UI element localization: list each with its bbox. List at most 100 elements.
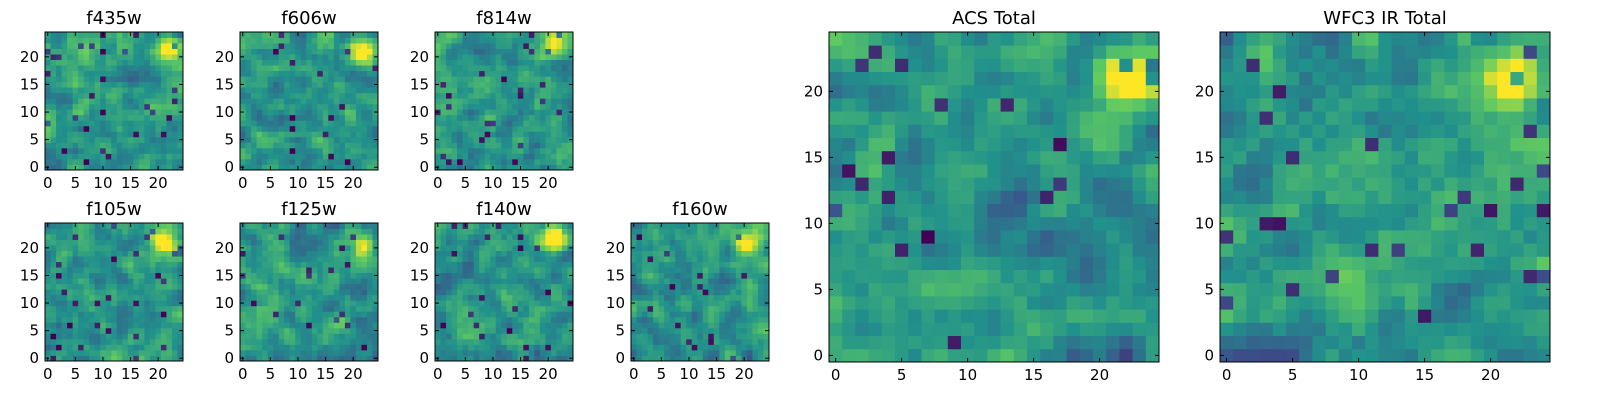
heatmap-cell	[111, 153, 118, 160]
heatmap-cell	[56, 81, 62, 88]
heatmap-cell	[267, 43, 274, 49]
heatmap-cell	[256, 158, 263, 165]
heatmap-cell	[361, 98, 368, 105]
heatmap-cell	[166, 164, 173, 171]
heatmap-cell	[664, 355, 671, 362]
heatmap-cell	[61, 142, 68, 149]
heatmap-cell	[289, 311, 296, 318]
heatmap-cell	[435, 322, 441, 329]
heatmap-cell	[100, 289, 107, 296]
heatmap-cell	[484, 267, 491, 274]
heatmap-cell	[100, 87, 107, 94]
heatmap-cell	[72, 136, 79, 143]
heatmap-cell	[561, 239, 568, 246]
heatmap-cell	[61, 147, 68, 154]
heatmap-cell	[361, 120, 368, 127]
panel-title-f814w: f814w	[476, 8, 531, 29]
heatmap-cell	[89, 305, 96, 312]
heatmap-cell	[567, 147, 574, 154]
heatmap-cell	[446, 344, 452, 351]
heatmap-cell	[67, 158, 73, 165]
heatmap-cell	[366, 153, 373, 160]
heatmap-cell	[89, 250, 96, 257]
heatmap-cell	[273, 234, 280, 240]
heatmap-cell	[72, 142, 79, 149]
heatmap-cell	[160, 98, 167, 105]
heatmap-cell	[523, 261, 530, 268]
heatmap-cell	[501, 164, 508, 171]
heatmap-cell	[691, 289, 698, 296]
panel-title-f606w: f606w	[281, 8, 336, 29]
heatmap-cell	[344, 54, 351, 60]
heatmap-cell	[675, 267, 682, 274]
heatmap-cell	[523, 37, 530, 44]
heatmap-cell	[177, 103, 184, 110]
heatmap-cell	[317, 87, 324, 94]
heatmap-cell	[372, 59, 379, 66]
heatmap-cell	[495, 32, 502, 38]
heatmap-cell	[160, 344, 167, 351]
heatmap-cell	[267, 267, 274, 274]
heatmap-cell	[512, 92, 519, 99]
heatmap-cell	[50, 76, 57, 83]
heatmap-cell	[306, 120, 313, 127]
heatmap-cell	[539, 305, 546, 312]
heatmap-cell	[177, 278, 184, 285]
heatmap-cell	[160, 338, 167, 345]
heatmap-cell	[149, 294, 156, 301]
heatmap-cell	[702, 355, 709, 362]
heatmap-cell	[144, 158, 151, 165]
heatmap-cell	[284, 131, 291, 138]
heatmap-cell	[512, 109, 519, 116]
heatmap-cell	[344, 120, 351, 127]
heatmap-cell	[311, 120, 318, 127]
heatmap-cell	[680, 316, 687, 323]
heatmap-cell	[72, 92, 79, 99]
heatmap-cell	[495, 267, 502, 274]
heatmap-cell	[490, 70, 497, 77]
heatmap-cell	[534, 250, 541, 257]
heatmap-cell	[273, 109, 280, 116]
heatmap-cell	[278, 250, 285, 257]
heatmap-cell	[144, 59, 151, 66]
heatmap-cell	[708, 278, 715, 285]
heatmap-cell	[561, 272, 568, 279]
heatmap-cell	[133, 245, 140, 251]
heatmap-cell	[451, 239, 458, 246]
heatmap-cell	[50, 32, 57, 38]
heatmap-cell	[908, 335, 922, 350]
heatmap-cell	[567, 87, 574, 94]
heatmap-cell	[45, 311, 51, 318]
heatmap-cell	[545, 48, 552, 55]
heatmap-cell	[262, 338, 268, 345]
y-tick-label: 0	[419, 158, 429, 176]
heatmap-cell	[155, 92, 162, 99]
heatmap-cell	[545, 294, 552, 301]
heatmap-cell	[72, 234, 79, 240]
heatmap-cell	[133, 311, 140, 318]
heatmap-cell	[127, 278, 134, 285]
heatmap-cell	[144, 98, 151, 105]
heatmap-cell	[724, 278, 731, 285]
heatmap-cell	[545, 70, 552, 77]
heatmap-cell	[517, 278, 524, 285]
heatmap-cell	[67, 98, 73, 105]
heatmap-cell	[440, 256, 447, 263]
heatmap-cell	[89, 65, 96, 72]
heatmap-cell	[724, 256, 731, 263]
heatmap-cell	[512, 256, 519, 263]
heatmap-cell	[144, 125, 151, 132]
heatmap-cell	[160, 164, 167, 171]
heatmap-cell	[567, 153, 574, 160]
x-tick-label: 20	[735, 365, 754, 383]
heatmap-cell	[278, 54, 285, 60]
heatmap-cell	[506, 289, 513, 296]
heatmap-cell	[868, 296, 883, 310]
heatmap-cell	[479, 136, 486, 143]
heatmap-cell	[267, 250, 274, 257]
heatmap-cell	[479, 267, 486, 274]
heatmap-cell	[278, 283, 285, 290]
heatmap-cell	[680, 322, 687, 329]
heatmap-cell	[1093, 203, 1107, 218]
heatmap-cell	[111, 327, 118, 334]
